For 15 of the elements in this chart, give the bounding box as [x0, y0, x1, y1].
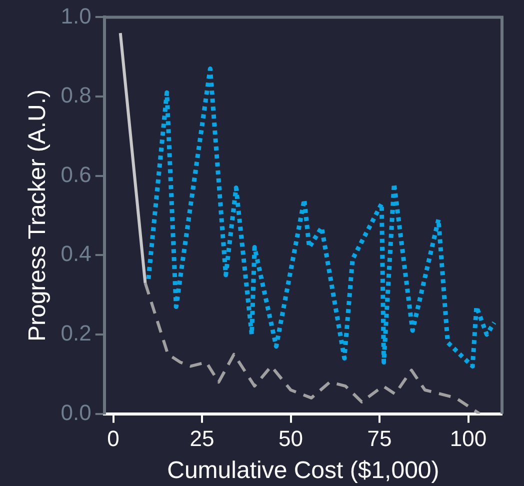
y-tick-label: 1.0 — [60, 3, 92, 28]
x-axis-title: Cumulative Cost ($1,000) — [167, 457, 440, 484]
x-tick-label: 0 — [107, 426, 120, 452]
y-axis-title: Progress Tracker (A.U.) — [24, 89, 52, 342]
line-series — [144, 281, 482, 414]
y-tick-label: 0.6 — [60, 162, 92, 187]
y-tick-label: 0.2 — [60, 320, 92, 346]
y-tick-label: 0.4 — [60, 241, 92, 266]
x-tick-label: 25 — [190, 426, 214, 452]
x-tick-label: 50 — [278, 426, 304, 452]
y-tick-label: 0.0 — [60, 400, 92, 425]
y-tick-label: 0.8 — [60, 82, 92, 108]
x-tick-label: 75 — [367, 426, 392, 452]
x-tick-label: 100 — [450, 426, 487, 452]
line-series — [146, 66, 496, 368]
